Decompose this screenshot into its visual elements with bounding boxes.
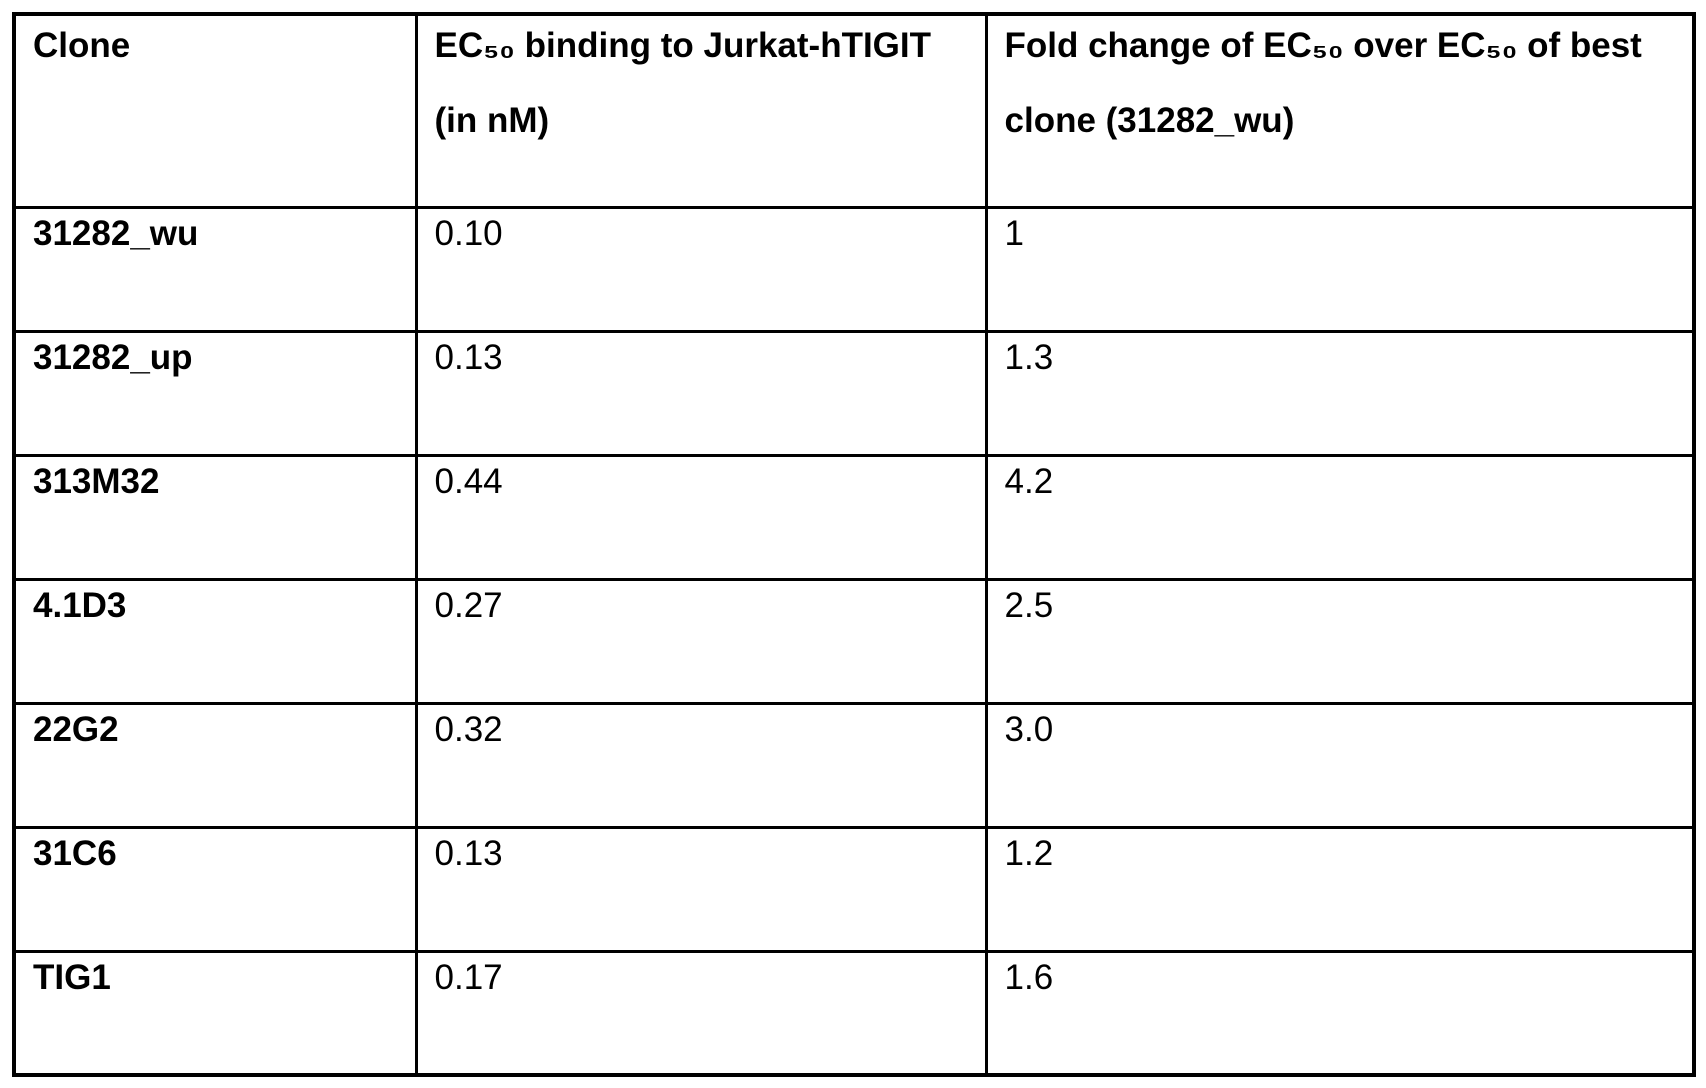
column-header-ec50: EC₅₀ binding to Jurkat-hTIGIT (in nM) bbox=[414, 12, 988, 209]
cell-ec50: 0.13 bbox=[414, 825, 988, 953]
clone-ec50-table: Clone EC₅₀ binding to Jurkat-hTIGIT (in … bbox=[12, 12, 1696, 1077]
cell-ec50: 0.10 bbox=[414, 205, 988, 333]
cell-fold-change: 1.2 bbox=[984, 825, 1696, 953]
table-row: 31C6 0.13 1.2 bbox=[12, 825, 1696, 953]
cell-fold-change: 1.3 bbox=[984, 329, 1696, 457]
cell-ec50: 0.13 bbox=[414, 329, 988, 457]
cell-fold-change: 1.6 bbox=[984, 949, 1696, 1077]
cell-clone: 31C6 bbox=[12, 825, 418, 953]
cell-clone: 31282_wu bbox=[12, 205, 418, 333]
cell-clone: TIG1 bbox=[12, 949, 418, 1077]
table-row: 31282_up 0.13 1.3 bbox=[12, 329, 1696, 457]
cell-fold-change: 3.0 bbox=[984, 701, 1696, 829]
header-row: Clone EC₅₀ binding to Jurkat-hTIGIT (in … bbox=[12, 12, 1696, 209]
column-header-fold-change-label: Fold change of EC₅₀ over EC₅₀ of best cl… bbox=[1004, 26, 1642, 140]
cell-ec50: 0.27 bbox=[414, 577, 988, 705]
cell-clone: 313M32 bbox=[12, 453, 418, 581]
cell-clone: 31282_up bbox=[12, 329, 418, 457]
cell-clone: 22G2 bbox=[12, 701, 418, 829]
cell-ec50: 0.44 bbox=[414, 453, 988, 581]
table-row: 313M32 0.44 4.2 bbox=[12, 453, 1696, 581]
cell-ec50: 0.32 bbox=[414, 701, 988, 829]
table-row: 22G2 0.32 3.0 bbox=[12, 701, 1696, 829]
cell-fold-change: 2.5 bbox=[984, 577, 1696, 705]
cell-clone: 4.1D3 bbox=[12, 577, 418, 705]
column-header-clone: Clone bbox=[12, 12, 418, 209]
column-header-fold-change: Fold change of EC₅₀ over EC₅₀ of best cl… bbox=[984, 12, 1696, 209]
cell-fold-change: 4.2 bbox=[984, 453, 1696, 581]
column-header-ec50-label: EC₅₀ binding to Jurkat-hTIGIT (in nM) bbox=[434, 26, 932, 140]
column-header-clone-label: Clone bbox=[33, 26, 131, 65]
cell-ec50: 0.17 bbox=[414, 949, 988, 1077]
cell-fold-change: 1 bbox=[984, 205, 1696, 333]
table-row: TIG1 0.17 1.6 bbox=[12, 949, 1696, 1077]
table-row: 4.1D3 0.27 2.5 bbox=[12, 577, 1696, 705]
table-row: 31282_wu 0.10 1 bbox=[12, 205, 1696, 333]
